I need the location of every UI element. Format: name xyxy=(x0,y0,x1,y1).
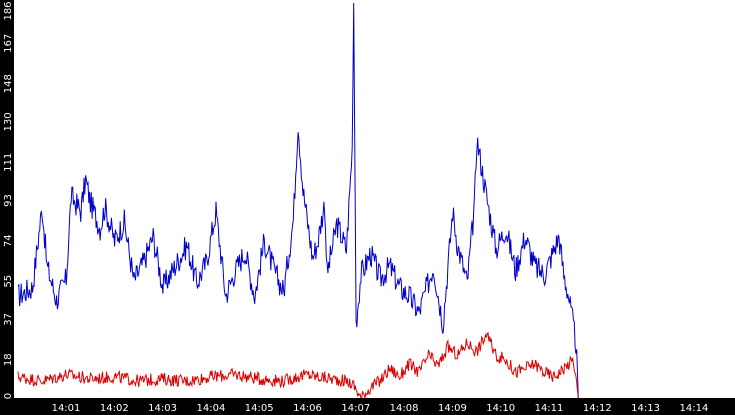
x-tick-label: 14:14 xyxy=(679,403,708,414)
y-tick-label: 18 xyxy=(3,353,14,366)
x-tick-label: 14:01 xyxy=(52,403,81,414)
x-tick-label: 14:10 xyxy=(486,403,515,414)
y-tick-label: 0 xyxy=(3,393,14,399)
y-tick-label: 74 xyxy=(3,234,14,247)
y-axis-band xyxy=(0,0,14,415)
x-tick-label: 14:08 xyxy=(390,403,419,414)
x-tick-label: 14:07 xyxy=(341,403,370,414)
y-tick-labels: 0 18 37 55 74 93 111 130 148 167 186 xyxy=(3,1,14,399)
x-tick-label: 14:12 xyxy=(583,403,612,414)
x-tick-label: 14:13 xyxy=(631,403,660,414)
x-tick-label: 14:09 xyxy=(438,403,467,414)
y-tick-label: 111 xyxy=(3,153,14,172)
x-tick-label: 14:05 xyxy=(245,403,274,414)
y-tick-label: 130 xyxy=(3,112,14,131)
x-tick-label: 14:04 xyxy=(196,403,225,414)
y-tick-label: 55 xyxy=(3,275,14,288)
y-tick-label: 167 xyxy=(3,34,14,53)
x-tick-label: 14:06 xyxy=(293,403,322,414)
x-tick-labels: 14:01 14:02 14:03 14:04 14:05 14:06 14:07 14:08… xyxy=(52,403,709,414)
x-axis-band xyxy=(0,398,735,415)
y-tick-label: 93 xyxy=(3,194,14,207)
x-tick-label: 14:03 xyxy=(148,403,177,414)
x-tick-label: 14:11 xyxy=(535,403,564,414)
series-line-0 xyxy=(17,2,579,399)
y-tick-label: 148 xyxy=(3,74,14,93)
x-tick-label: 14:02 xyxy=(100,403,129,414)
y-tick-label: 186 xyxy=(3,1,14,20)
series-line-1 xyxy=(17,332,579,399)
series-layer xyxy=(17,2,579,399)
y-tick-label: 37 xyxy=(3,313,14,326)
